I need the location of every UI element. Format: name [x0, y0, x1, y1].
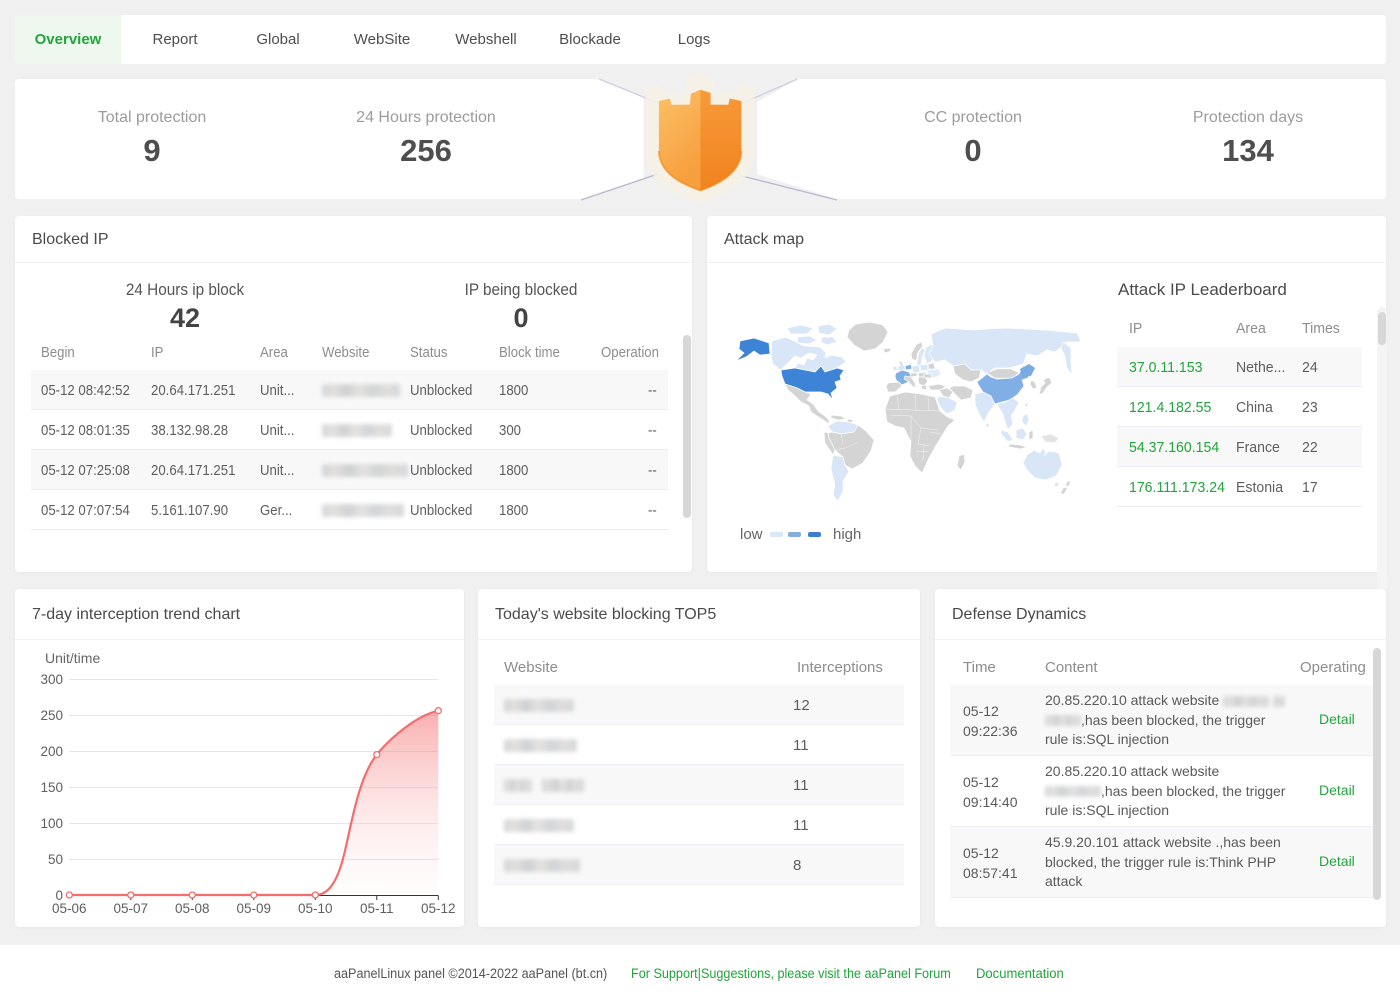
svg-text:05-09: 05-09 — [237, 901, 272, 916]
svg-text:05-11: 05-11 — [360, 901, 394, 916]
svg-text:150: 150 — [40, 780, 63, 795]
svg-text:05-12: 05-12 — [421, 901, 456, 916]
svg-text:50: 50 — [48, 852, 63, 867]
svg-text:05-07: 05-07 — [114, 901, 149, 916]
svg-text:05-08: 05-08 — [175, 901, 210, 916]
svg-text:05-06: 05-06 — [52, 901, 87, 916]
svg-text:200: 200 — [40, 744, 63, 759]
svg-text:0: 0 — [55, 888, 63, 903]
svg-text:05-10: 05-10 — [298, 901, 333, 916]
svg-text:300: 300 — [40, 672, 63, 687]
svg-text:Unit/time: Unit/time — [45, 650, 100, 666]
svg-text:250: 250 — [40, 708, 63, 723]
svg-text:100: 100 — [40, 816, 63, 831]
